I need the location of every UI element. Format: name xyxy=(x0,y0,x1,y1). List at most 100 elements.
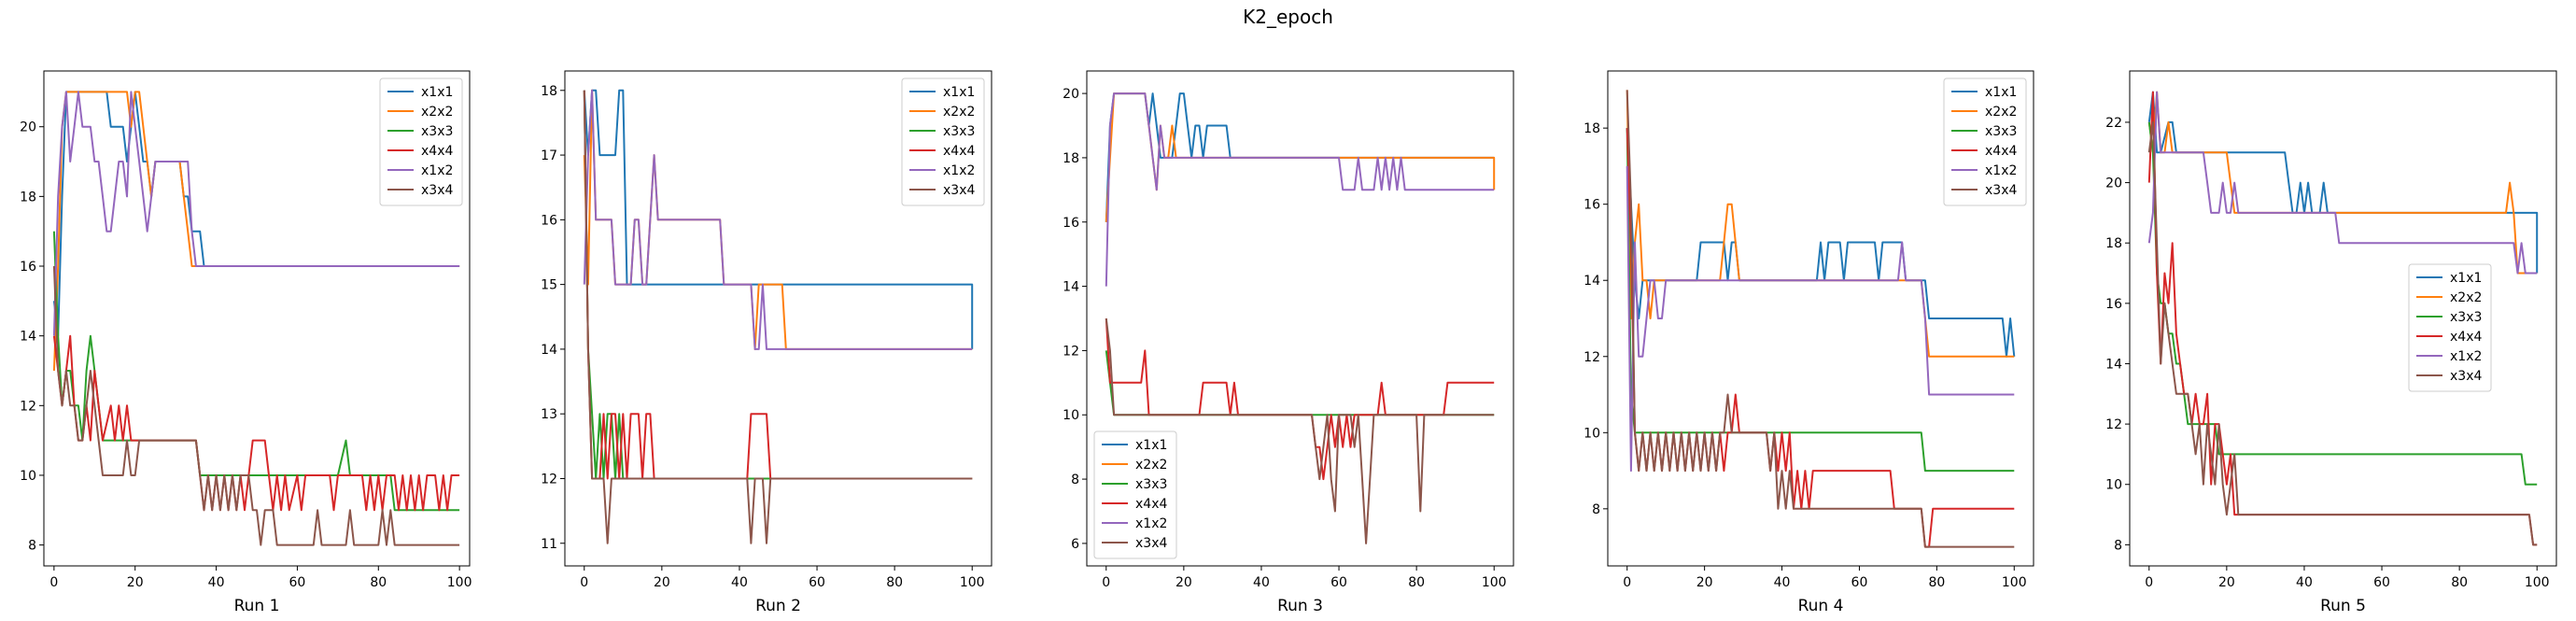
y-tick-label: 17 xyxy=(541,148,557,163)
y-tick-label: 10 xyxy=(1063,408,1079,423)
legend: x1x1 x2x2 x3x3 x4x4 x1x2 x3x4 xyxy=(2408,263,2492,392)
legend-label-x1x2: x1x2 xyxy=(2450,349,2482,364)
y-tick-label: 16 xyxy=(20,260,36,275)
series-group xyxy=(2147,91,2539,546)
legend-label-x2x2: x2x2 xyxy=(421,105,453,120)
y-tick-label: 12 xyxy=(541,472,557,487)
y-tick-label: 16 xyxy=(2105,297,2122,312)
y-tick-label: 16 xyxy=(1584,198,1600,213)
series-line-x1x2 xyxy=(52,91,460,336)
x-tick-label: 100 xyxy=(960,575,985,590)
x-tick-label: 20 xyxy=(1175,575,1192,590)
x-axis-label: Run 3 xyxy=(1277,597,1323,615)
x-tick-label: 0 xyxy=(1102,575,1110,590)
legend: x1x1 x2x2 x3x3 x4x4 x1x2 x3x4 xyxy=(379,78,463,206)
chart-panel-2: 0 20 40 60 80 100 11 12 13 14 15 16 17 18 Run 2 x1x1 x2x… xyxy=(541,70,992,615)
x-tick-label: 40 xyxy=(1774,575,1791,590)
x-axis-label: Run 4 xyxy=(1798,597,1844,615)
x-tick-label: 0 xyxy=(1623,575,1631,590)
legend-label-x2x2: x2x2 xyxy=(1135,458,1167,473)
x-tick-label: 40 xyxy=(731,575,748,590)
y-tick-label: 14 xyxy=(20,330,36,345)
series-group xyxy=(583,89,974,544)
x-axis-label: Run 2 xyxy=(755,597,801,615)
legend-label-x4x4: x4x4 xyxy=(943,144,975,159)
x-tick-label: 0 xyxy=(2145,575,2153,590)
series-line-x4x4 xyxy=(2147,91,2538,546)
series-line-x3x4 xyxy=(2147,120,2538,546)
y-tick-label: 18 xyxy=(541,84,557,99)
y-tick-label: 16 xyxy=(541,213,557,228)
x-tick-label: 20 xyxy=(2218,575,2235,590)
axes-frame xyxy=(1607,70,2034,567)
x-axis-label: Run 1 xyxy=(234,597,280,615)
series-line-x3x4 xyxy=(52,265,460,546)
y-tick-label: 18 xyxy=(1063,151,1079,166)
x-tick-label: 60 xyxy=(2373,575,2390,590)
series-line-x4x4 xyxy=(52,334,460,512)
x-tick-label: 40 xyxy=(2296,575,2313,590)
series-group xyxy=(52,91,460,546)
x-tick-label: 100 xyxy=(1482,575,1507,590)
legend-label-x3x4: x3x4 xyxy=(1985,183,2017,198)
y-tick-label: 8 xyxy=(1071,473,1079,487)
series-line-x1x2 xyxy=(1626,165,2015,473)
y-tick-label: 11 xyxy=(541,537,557,552)
chart-panel-1: 0 20 40 60 80 100 8 10 12 14 16 18 20 Run 1 x1x1 x2x2 x3… xyxy=(20,70,472,615)
series-line-x3x4 xyxy=(1105,318,1495,544)
axes-frame xyxy=(1086,70,1514,567)
y-tick-label: 10 xyxy=(20,469,36,484)
x-tick-label: 60 xyxy=(1851,575,1868,590)
y-tick-label: 6 xyxy=(1071,537,1079,552)
series-line-x1x2 xyxy=(1105,92,1495,287)
y-tick-label: 12 xyxy=(20,399,36,414)
figure-title: K2_epoch xyxy=(1243,6,1333,28)
legend-label-x1x1: x1x1 xyxy=(1985,85,2017,100)
legend-label-x1x1: x1x1 xyxy=(421,85,453,100)
axes-frame xyxy=(564,70,992,567)
legend-label-x1x1: x1x1 xyxy=(1135,438,1167,453)
y-tick-label: 8 xyxy=(1592,502,1600,517)
x-tick-label: 80 xyxy=(1928,575,1945,590)
series-line-x3x4 xyxy=(583,90,973,544)
x-tick-label: 0 xyxy=(49,575,58,590)
y-tick-label: 14 xyxy=(1063,280,1079,295)
legend-label-x4x4: x4x4 xyxy=(421,144,453,159)
x-tick-label: 60 xyxy=(809,575,825,590)
legend-label-x3x4: x3x4 xyxy=(943,183,975,198)
x-tick-label: 80 xyxy=(886,575,903,590)
legend-label-x2x2: x2x2 xyxy=(943,105,975,120)
x-tick-label: 80 xyxy=(1408,575,1425,590)
x-axis-label: Run 5 xyxy=(2320,597,2366,615)
legend-label-x3x3: x3x3 xyxy=(1985,124,2017,139)
legend-label-x3x3: x3x3 xyxy=(421,124,453,139)
chart-panel-5: 0 20 40 60 80 100 8 10 12 14 16 18 20 22 Run 5 x1x1 x2x2… xyxy=(2105,70,2557,615)
y-tick-label: 13 xyxy=(541,407,557,422)
series-line-x3x4 xyxy=(1626,90,2015,548)
series-line-x4x4 xyxy=(583,90,973,480)
y-tick-label: 16 xyxy=(1063,216,1079,231)
y-tick-label: 18 xyxy=(1584,121,1600,136)
legend: x1x1 x2x2 x3x3 x4x4 x1x2 x3x4 xyxy=(901,78,985,206)
x-tick-label: 40 xyxy=(208,575,225,590)
y-tick-label: 12 xyxy=(1584,350,1600,365)
legend-label-x3x3: x3x3 xyxy=(943,124,975,139)
legend-label-x1x2: x1x2 xyxy=(1135,516,1167,531)
legend: x1x1 x2x2 x3x3 x4x4 x1x2 x3x4 xyxy=(1093,430,1177,559)
legend-label-x1x2: x1x2 xyxy=(421,163,453,178)
legend-label-x4x4: x4x4 xyxy=(1985,144,2017,159)
x-tick-label: 20 xyxy=(127,575,144,590)
y-tick-label: 10 xyxy=(1584,426,1600,441)
y-tick-label: 10 xyxy=(2105,478,2122,493)
legend-label-x3x4: x3x4 xyxy=(1135,536,1167,551)
legend-label-x3x3: x3x3 xyxy=(1135,477,1167,492)
y-tick-label: 14 xyxy=(1584,274,1600,289)
y-tick-label: 15 xyxy=(541,278,557,293)
legend-label-x4x4: x4x4 xyxy=(1135,497,1167,512)
y-tick-label: 20 xyxy=(2105,176,2122,191)
chart-panel-4: 0 20 40 60 80 100 8 10 12 14 16 18 Run 4 x1x1 x2x2 x3x3… xyxy=(1584,70,2034,615)
series-line-x3x3 xyxy=(52,231,460,512)
x-tick-label: 100 xyxy=(447,575,472,590)
